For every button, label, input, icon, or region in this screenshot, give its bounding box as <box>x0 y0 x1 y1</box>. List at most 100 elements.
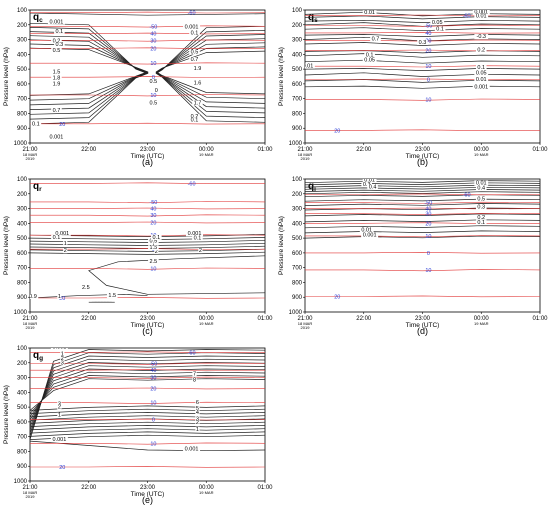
contour-field: -60-5040302010010200.010.30.40.010.40.50… <box>305 179 540 300</box>
contour-line <box>305 42 540 46</box>
contour-label: 0.4 <box>369 185 377 191</box>
contour-label: 0.1 <box>436 26 444 32</box>
temperature-label: 20 <box>59 296 65 302</box>
panel-qi: 100 200 300 400 500 600 700 800 900 1000 21:00 22:0… <box>275 169 550 338</box>
contour-label-bg <box>151 234 162 240</box>
y-tick-label: 800 <box>17 111 28 117</box>
contour-label-bg <box>148 79 159 85</box>
x-tick-label: 00:00 <box>199 485 215 491</box>
contour-label: 0.001 <box>52 345 66 351</box>
temperature-label: 20 <box>334 294 340 300</box>
variable-label: qg <box>33 350 43 362</box>
temperature-label: 20 <box>150 46 156 52</box>
contour-line <box>305 68 540 71</box>
temperature-contour <box>305 78 540 81</box>
contour-label-bg <box>154 248 159 254</box>
contour-label: 0.3 <box>419 40 427 46</box>
y-tick-label: 300 <box>17 38 28 44</box>
contour-line <box>305 34 540 37</box>
contour-label-bg <box>186 231 203 237</box>
y-axis-label: Pressure level (hPa) <box>278 47 285 106</box>
contour-label-bg <box>189 49 200 55</box>
contour-label: 0.001 <box>188 231 202 237</box>
date-label: 18 MAR <box>298 321 313 326</box>
contour-label: 0.001 <box>50 19 64 25</box>
x-tick-label: 21:00 <box>22 316 38 322</box>
y-tick-label: 700 <box>292 97 303 103</box>
contour-label: 0.1 <box>191 118 199 124</box>
y-tick-label: 400 <box>292 221 303 227</box>
panel-label: (b) <box>417 157 428 167</box>
contour-label-bg <box>195 406 200 412</box>
contour-label-bg <box>57 293 62 299</box>
y-axis-label: Pressure level (hPa) <box>3 385 10 444</box>
contour-line <box>305 85 540 89</box>
contour-label-bg <box>54 42 65 48</box>
x-axis-label: Time (UTC) <box>406 153 440 160</box>
contour-label: 0.1 <box>194 236 202 242</box>
panel-label: (d) <box>417 326 428 336</box>
contour-label: 0.001 <box>185 24 199 30</box>
contour-label-bg <box>474 70 489 76</box>
contour-label-bg <box>51 107 62 113</box>
y-tick-label: 300 <box>17 207 28 213</box>
temperature-contour <box>305 251 540 254</box>
x-axis-label: Time (UTC) <box>406 322 440 329</box>
x-tick-label: 00:00 <box>474 147 490 153</box>
temperature-contour <box>30 442 265 445</box>
contour-label: 1.8 <box>53 75 61 81</box>
contour-line <box>305 213 540 217</box>
y-tick-label: 500 <box>17 405 28 411</box>
contour-line <box>30 12 265 16</box>
contour-line <box>30 239 265 243</box>
contour-line <box>30 237 265 240</box>
contour-label-bg <box>474 76 489 82</box>
date-label: 2019 <box>26 325 36 330</box>
contour-label: 1.6 <box>194 81 202 87</box>
contour-label-bg <box>192 235 203 241</box>
contour-label-bg <box>80 285 92 291</box>
contour-line <box>30 412 265 418</box>
x-tick-label: 23:00 <box>140 147 156 153</box>
contour-label-bg <box>60 360 65 366</box>
contour-label-bg <box>192 371 197 377</box>
contour-label-bg <box>63 240 68 246</box>
contour-line <box>305 11 540 17</box>
y-axis-label: Pressure level (hPa) <box>3 216 10 275</box>
contour-line <box>30 349 265 440</box>
temperature-contour <box>30 11 265 14</box>
temperature-label: 30 <box>150 376 156 382</box>
contour-label: 5 <box>196 406 199 412</box>
panel-qc: 100 200 300 400 500 600 700 800 900 1000 21:00 22:0… <box>0 0 275 169</box>
date-label: 18 MAR <box>23 152 38 157</box>
temperature-contour <box>30 47 265 50</box>
contour-label-bg <box>195 426 200 432</box>
contour-line <box>30 365 265 424</box>
y-tick-label: 700 <box>17 266 28 272</box>
contour-label: 0.1 <box>53 235 61 241</box>
contour-line <box>305 219 540 223</box>
contour-label-bg <box>63 248 68 254</box>
contour-label-bg <box>57 404 62 410</box>
contour-label-bg <box>51 75 62 81</box>
temperature-contour <box>30 351 265 354</box>
contour-field: -60-5040302010010200.010.050.10.0010.010… <box>305 10 540 134</box>
y-tick-label: 100 <box>17 346 28 352</box>
x-tick-label: 00:00 <box>199 316 215 322</box>
contour-label: 1 <box>196 427 199 433</box>
temperature-contour <box>30 182 265 185</box>
contour-line <box>30 358 265 431</box>
contour-label-bg <box>475 220 487 226</box>
y-tick-label: 1000 <box>289 310 303 316</box>
panel-label: (c) <box>142 326 153 336</box>
panel-qs: 100 200 300 400 500 600 700 800 900 1000 21:00 22:0… <box>275 0 550 169</box>
x-tick-label: 01:00 <box>532 316 548 322</box>
contour-label: 0.4 <box>477 185 485 191</box>
temperature-contour <box>30 201 265 204</box>
contour-line <box>30 251 265 255</box>
contour-label: 4 <box>196 410 199 416</box>
